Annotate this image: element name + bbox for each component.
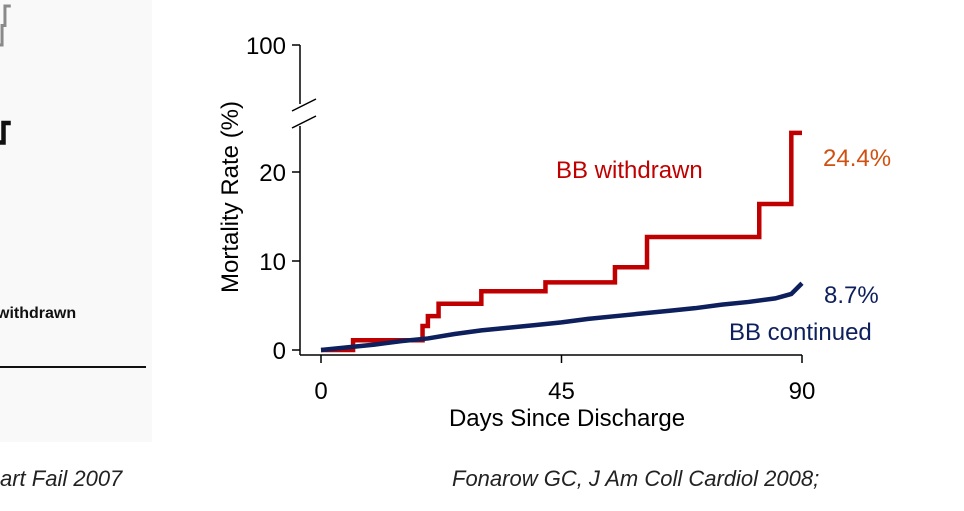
label-continued-end-value: 8.7% — [824, 282, 879, 309]
axis-break-mark-top — [291, 98, 317, 112]
left-reference: art Fail 2007 — [0, 466, 123, 491]
y-tick-label-100: 100 — [246, 33, 286, 60]
y-axis-title: Mortality Rate (%) — [217, 101, 244, 293]
series-bb-withdrawn — [321, 130, 802, 353]
x-tick-label-90: 90 — [789, 378, 816, 405]
label-bb-withdrawn: BB withdrawn — [556, 157, 703, 184]
left-panel-bg — [0, 0, 152, 442]
x-tick-label-0: 0 — [314, 378, 327, 405]
y-tick-label-0: 0 — [273, 338, 286, 365]
label-bb-continued: BB continued — [729, 319, 872, 346]
x-tick-label-45: 45 — [548, 378, 575, 405]
axis-break-mark-bottom — [291, 115, 317, 129]
y-tick-label-20: 20 — [259, 160, 286, 187]
y-tick-label-10: 10 — [259, 249, 286, 276]
left-series-gray — [0, 4, 11, 47]
label-withdrawn-end-value: 24.4% — [823, 145, 891, 172]
right-panel: 0 10 20 100 0 45 90 Days Since Discharge Mortali… — [217, 33, 891, 432]
series-bb-continued — [320, 281, 804, 353]
left-label-withdrawn: withdrawn — [0, 305, 76, 322]
right-reference: Fonarow GC, J Am Coll Cardiol 2008; — [452, 466, 820, 491]
x-axis-title: Days Since Discharge — [449, 405, 685, 432]
left-panel: 45withdrawn — [0, 4, 146, 368]
